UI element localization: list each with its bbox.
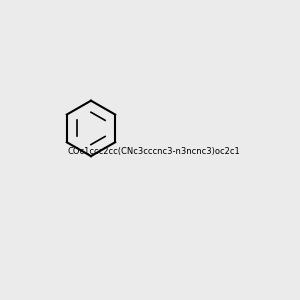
Text: COc1ccc2cc(CNc3cccnc3-n3ncnc3)oc2c1: COc1ccc2cc(CNc3cccnc3-n3ncnc3)oc2c1 <box>68 147 240 156</box>
